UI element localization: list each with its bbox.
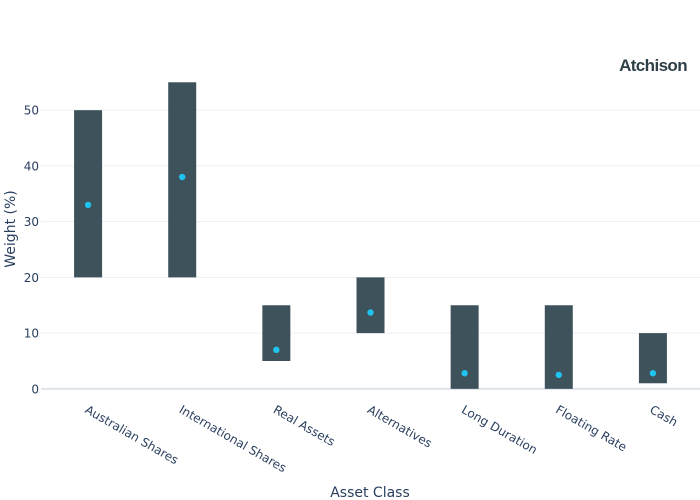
y-tick-label: 40 <box>24 159 39 173</box>
point-marker <box>273 346 280 354</box>
brand-logo: Atchison <box>619 56 688 75</box>
point-marker <box>84 201 92 209</box>
x-tick-label: Cash <box>647 402 680 429</box>
grid-lines <box>41 109 700 390</box>
point-marker <box>649 370 657 377</box>
range-bar <box>356 277 385 334</box>
range-bar <box>74 110 103 278</box>
y-tick-label: 0 <box>31 382 39 396</box>
point-marker <box>367 309 374 316</box>
x-tick-label: Alternatives <box>365 402 434 450</box>
y-axis-title: Weight (%) <box>3 190 19 267</box>
point-marker <box>461 370 468 377</box>
y-tick-label: 50 <box>24 104 39 118</box>
x-tick-label: Australian Shares <box>83 402 181 467</box>
y-tick-label: 30 <box>24 215 39 229</box>
range-bars <box>74 82 667 389</box>
point-marker <box>555 371 562 379</box>
x-tick-label: Real Assets <box>271 402 338 448</box>
y-tick-label: 20 <box>24 271 39 285</box>
x-tick-label: Long Duration <box>459 402 540 457</box>
y-tick-label: 10 <box>24 327 39 341</box>
x-tick-label: Floating Rate <box>553 402 629 454</box>
y-tick-labels: 0 10 20 30 40 50 <box>24 104 39 397</box>
point-marker <box>179 173 186 181</box>
point-markers <box>84 173 657 379</box>
x-axis-title: Asset Class <box>330 485 410 500</box>
